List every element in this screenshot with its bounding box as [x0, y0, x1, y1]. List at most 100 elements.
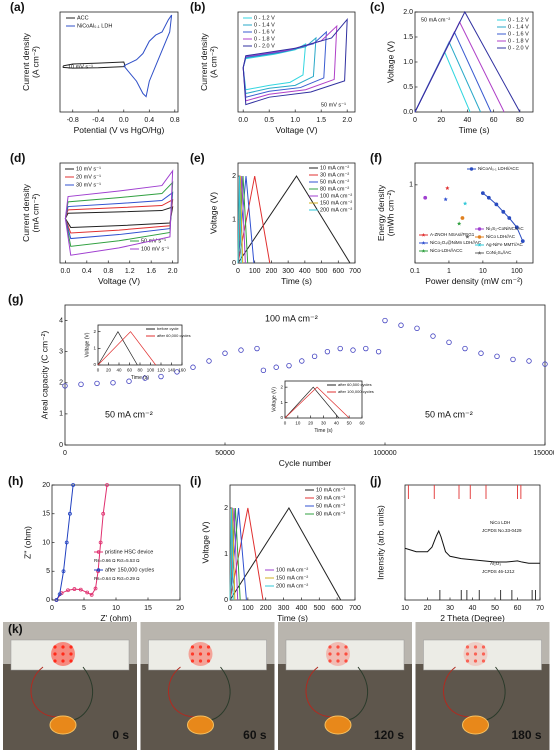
marker — [514, 225, 519, 230]
y-tick-label: 2 — [232, 173, 236, 180]
y-tick-label: 2 — [280, 384, 283, 389]
x-tick-label: 0.0 — [119, 117, 129, 124]
legend-label: 200 mA cm⁻² — [320, 207, 352, 213]
marker — [94, 380, 100, 387]
x-tick-label: 2.0 — [342, 117, 352, 124]
annotation: 50 mA cm⁻² — [421, 17, 450, 23]
marker — [421, 233, 426, 237]
marker — [477, 251, 482, 255]
legend-label: 30 mV s⁻¹ — [76, 182, 101, 188]
marker — [363, 345, 369, 352]
y-tick-label: 1 — [232, 216, 236, 223]
panel-label: (g) — [8, 292, 23, 306]
x-axis-label: 2 Theta (Degree) — [440, 613, 505, 623]
led — [481, 659, 486, 663]
y-tick-label: 0.5 — [403, 84, 413, 91]
panel-label: (d) — [10, 151, 25, 165]
x-tick-label: 100000 — [373, 450, 396, 457]
legend-label: 0 - 2.0 V — [508, 45, 529, 51]
series-line — [64, 191, 174, 240]
x-axis-label: Time (s) — [131, 375, 149, 381]
x-tick-label: 20 — [176, 605, 184, 612]
series-line — [123, 14, 173, 98]
x-tick-label: 700 — [349, 605, 361, 612]
x-tick-label: 50 — [347, 421, 353, 426]
y-tick-label: 2 — [59, 380, 63, 387]
legend-label: 50 mV s⁻¹ — [141, 238, 166, 244]
x-tick-label: 0.8 — [170, 117, 180, 124]
x-tick-label: 0 — [284, 421, 287, 426]
y-tick-label: 0 — [224, 597, 228, 604]
led — [61, 645, 65, 649]
led — [336, 645, 340, 649]
marker — [465, 234, 470, 239]
marker — [460, 216, 465, 220]
led — [473, 645, 478, 649]
marker — [375, 348, 382, 355]
x-tick-label: 10 — [112, 605, 120, 612]
x-tick-label: 1.2 — [125, 268, 135, 275]
series-line — [56, 484, 74, 601]
marker — [105, 483, 109, 487]
x-tick-label: 600 — [332, 268, 344, 275]
marker — [64, 540, 69, 545]
led — [206, 652, 211, 656]
x-tick-label: 0.0 — [60, 268, 70, 275]
marker — [222, 350, 228, 356]
marker — [93, 586, 98, 591]
y-axis-label: Voltage (V) — [84, 332, 90, 357]
marker — [273, 364, 279, 370]
legend-label: NiCo LDH//AC — [486, 234, 516, 239]
y-tick-label: 0 — [280, 415, 283, 420]
legend-label: A-ZNOH NSAs//FEG1 — [430, 232, 475, 237]
x-tick-label: -0.8 — [67, 117, 79, 124]
x-tick-label: 2.0 — [168, 268, 178, 275]
series-line — [242, 42, 307, 91]
legend-label: 10 mV s⁻¹ — [76, 166, 101, 172]
device-cell — [324, 715, 352, 735]
y-axis-label: Areal capacity (C cm⁻²) — [39, 331, 49, 420]
marker — [260, 367, 267, 374]
marker — [101, 511, 106, 516]
x-tick-label: 1.5 — [316, 117, 326, 124]
x-tick-label: 100 — [511, 268, 523, 275]
x-tick-label: 0.1 — [410, 268, 420, 275]
y-axis-label: Energy density — [376, 184, 386, 241]
led — [198, 652, 203, 656]
marker — [66, 588, 70, 593]
led — [206, 645, 211, 649]
y-tick-label: 1.0 — [403, 59, 413, 66]
y-tick-label: 1 — [59, 411, 63, 418]
y-axis-label: (A cm⁻²) — [30, 46, 40, 78]
y-tick-label: 0.0 — [403, 109, 413, 116]
x-tick-label: 0 — [236, 268, 240, 275]
wire — [168, 666, 196, 718]
y-tick-label: 1.5 — [403, 34, 413, 41]
legend-label: 100 mA cm⁻² — [276, 567, 308, 573]
y-axis-label: Voltage (V) — [200, 521, 210, 563]
legend-label: 0 - 1.6 V — [254, 29, 275, 35]
y-tick-label: 2.0 — [403, 9, 413, 16]
legend-label: 50 mA cm⁻² — [316, 503, 345, 509]
wire — [347, 666, 369, 721]
led — [190, 659, 195, 663]
legend-label: 80 mA cm⁻² — [320, 186, 349, 192]
panel-label: (b) — [190, 0, 205, 14]
marker — [462, 345, 468, 352]
x-tick-label: 40 — [469, 605, 477, 612]
x-tick-label: 400 — [296, 605, 308, 612]
legend-label: 50 mA cm⁻² — [320, 179, 349, 185]
legend-label: Ag-NiFe MMT//AC — [486, 242, 524, 247]
marker — [398, 322, 404, 328]
x-tick-label: 0 — [413, 117, 417, 124]
series-line — [64, 198, 174, 234]
marker — [299, 358, 305, 364]
led — [465, 645, 470, 649]
led — [198, 659, 203, 663]
x-tick-label: 10 — [295, 421, 301, 426]
led — [481, 645, 486, 649]
y-axis-label: Current density — [199, 32, 209, 90]
x-axis-label: Voltage (V) — [98, 276, 140, 286]
